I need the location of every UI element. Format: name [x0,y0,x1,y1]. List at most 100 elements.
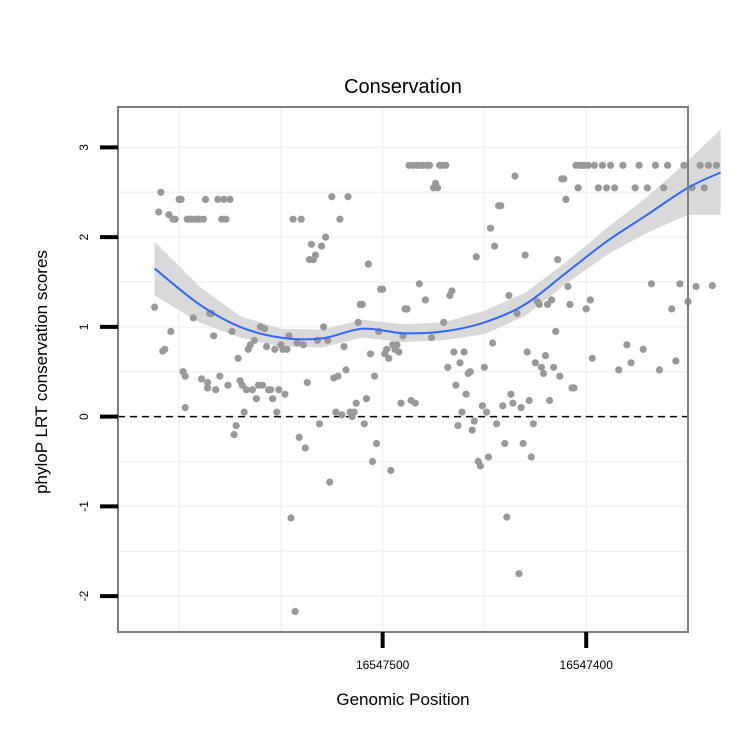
data-point [566,300,574,308]
data-point [519,439,527,448]
data-point [212,386,220,394]
x-tick-label: 16547400 [560,658,614,672]
data-point [328,193,336,201]
data-point [411,399,419,407]
data-point [204,384,212,392]
data-point [588,354,596,362]
data-point [712,161,721,169]
y-tick-label: 0 [77,413,91,420]
data-point [224,381,232,389]
data-point [668,305,676,313]
data-point [395,348,403,356]
data-point [234,354,242,362]
data-point [560,175,568,183]
plot-panel-border [117,106,689,633]
data-point [556,372,564,380]
data-point [635,161,643,169]
data-point [531,359,539,367]
data-point [368,457,377,466]
data-point [603,184,611,192]
data-point [484,453,493,461]
data-point [448,287,456,295]
data-point [501,439,509,448]
data-point [511,172,519,180]
data-point [181,404,189,412]
x-axis-label: Genomic Position [336,690,469,709]
data-point [370,372,379,380]
data-point [326,478,334,486]
data-point [385,354,393,362]
data-point [299,341,307,349]
data-point [271,345,279,353]
data-point [647,280,656,288]
data-point [267,386,275,394]
data-point [615,366,623,374]
data-point [364,260,372,268]
data-point [639,345,647,353]
data-point [513,309,521,317]
data-point [493,420,501,428]
data-point [415,280,423,288]
data-point [344,193,352,201]
data-point [503,513,511,521]
data-point [442,161,450,169]
confidence-band [154,129,721,348]
data-point [598,161,607,169]
data-point [242,386,250,394]
data-point [550,363,558,371]
data-point [379,285,387,293]
data-point [680,161,688,169]
data-point [619,161,627,169]
data-point [584,161,592,169]
data-point [525,396,533,405]
data-point [480,363,488,371]
data-point [651,161,660,169]
data-point [354,318,362,326]
data-point [607,161,615,169]
data-point [336,215,344,223]
data-point [497,202,505,210]
data-point [704,161,713,169]
data-point [546,396,554,405]
data-point [505,291,513,300]
data-point [261,325,269,333]
data-point [655,366,664,374]
data-point [291,607,299,616]
data-point [672,357,680,365]
data-point [460,348,468,356]
data-point [360,420,368,428]
data-point [586,296,594,304]
data-point [216,372,224,380]
data-point [456,359,464,367]
data-point [541,352,550,360]
data-point [232,422,240,430]
data-point [631,184,639,192]
data-point [318,242,326,250]
data-point [548,296,556,304]
data-point [171,215,179,223]
data-point [214,195,222,203]
data-point [458,408,466,416]
data-point [366,350,374,358]
data-point [472,253,480,261]
data-point [574,184,582,192]
data-point [228,327,236,335]
data-point [554,256,562,264]
data-point [403,305,411,313]
gridlines [118,107,689,632]
data-point [222,215,230,223]
data-point [507,390,515,398]
data-point [275,386,283,394]
data-point [226,195,234,203]
data-point [515,570,523,578]
data-point [676,280,684,288]
data-point [297,215,305,223]
data-point [521,251,529,259]
data-point [281,390,289,398]
data-point [623,341,631,349]
data-point [527,453,535,461]
data-point [696,161,704,169]
data-point [252,395,260,403]
data-point [454,422,462,430]
data-point [590,161,599,169]
